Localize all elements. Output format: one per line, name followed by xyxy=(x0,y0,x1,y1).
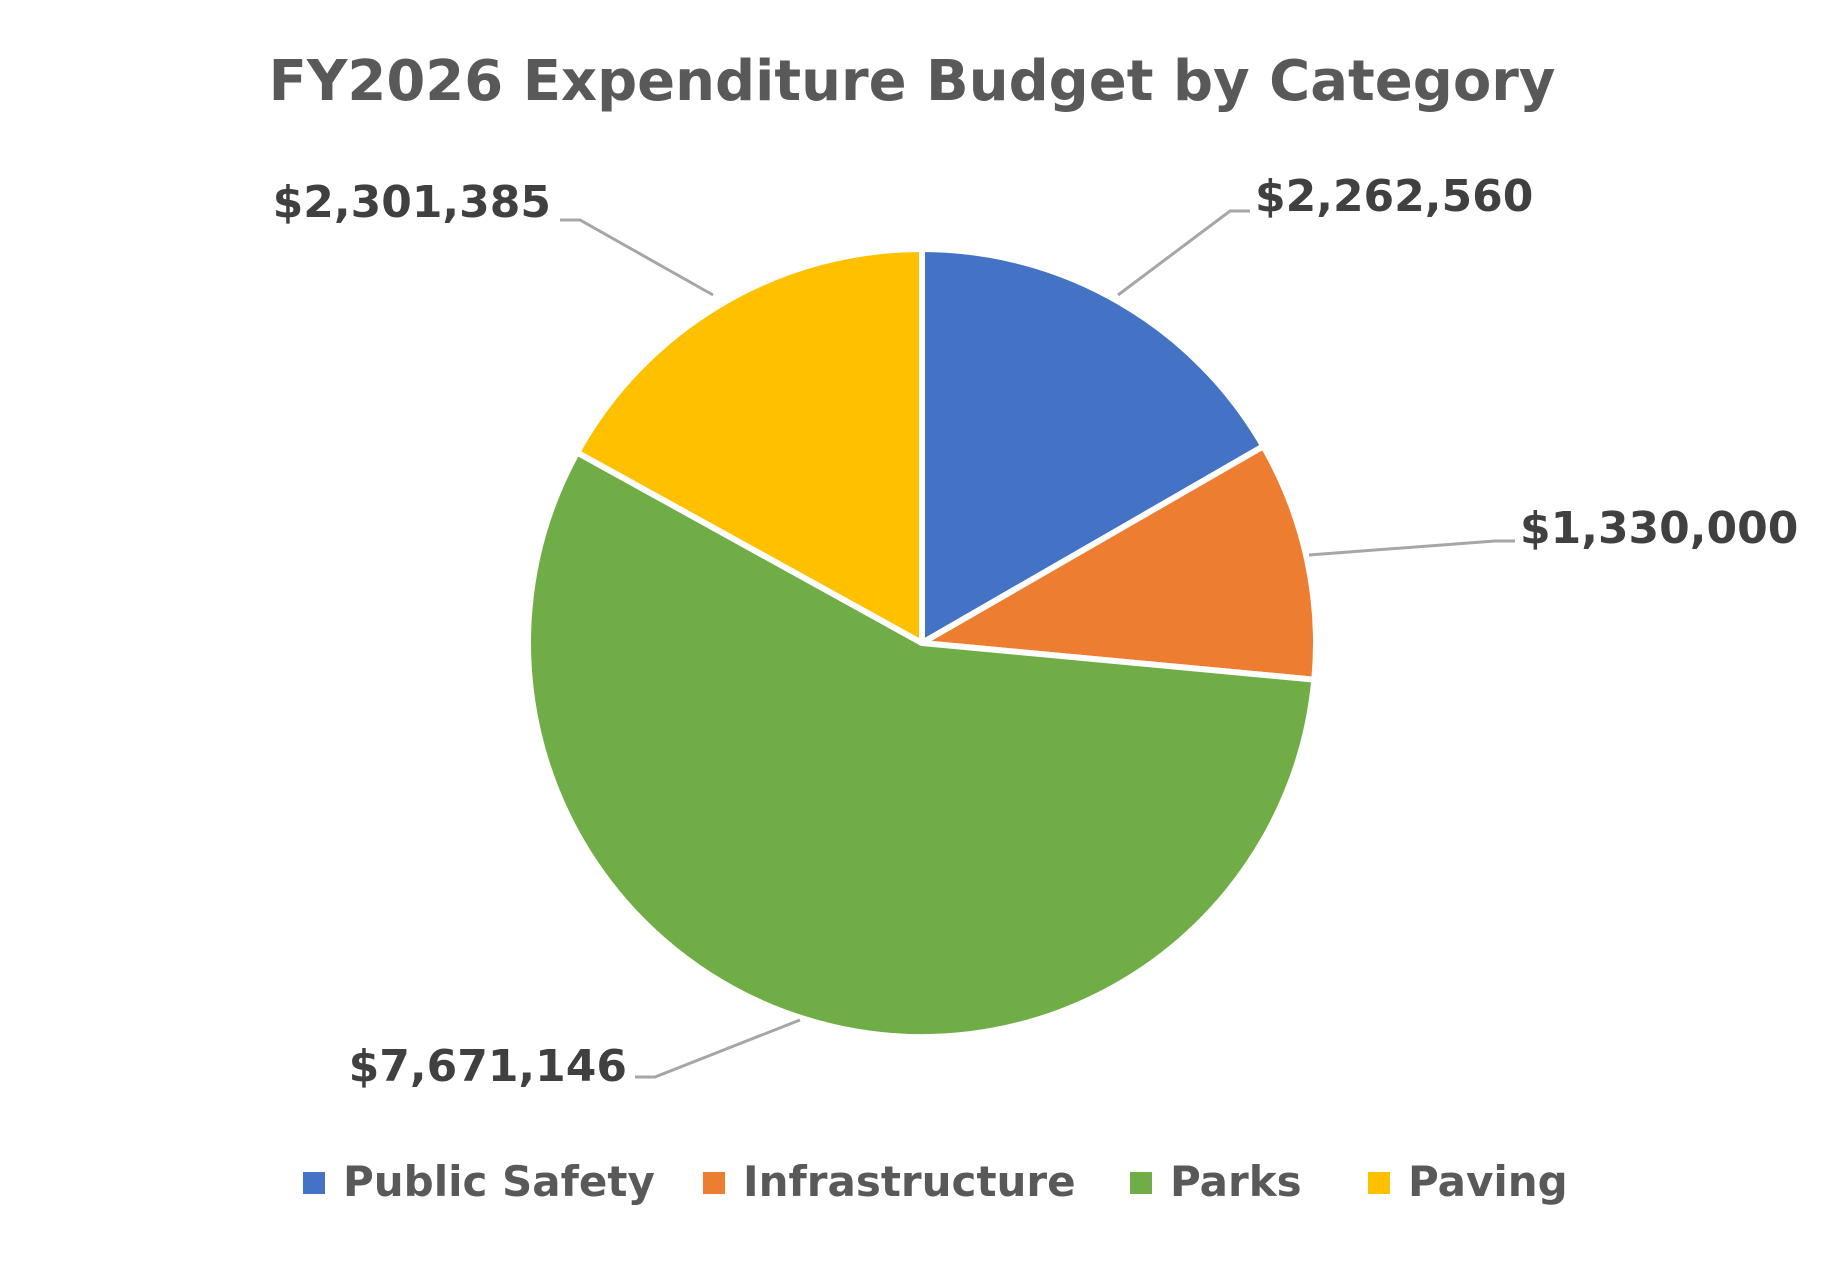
pie-slice-infrastructure xyxy=(919,443,1319,683)
data-label-paving: $2,301,385 xyxy=(273,177,551,228)
legend: Public Safety Infrastructure Parks Paving xyxy=(303,1157,1568,1206)
legend-item-public-safety: Public Safety xyxy=(303,1157,655,1206)
pie-slices xyxy=(525,246,1319,1040)
data-label-infrastructure: $1,330,000 xyxy=(1520,503,1798,554)
pie-slice-paving xyxy=(574,246,925,646)
legend-item-paving: Paving xyxy=(1368,1157,1568,1206)
legend-swatch-paving xyxy=(1368,1172,1390,1194)
legend-label-parks: Parks xyxy=(1170,1157,1302,1206)
legend-item-parks: Parks xyxy=(1130,1157,1302,1206)
legend-swatch-infrastructure xyxy=(703,1172,725,1194)
leader-line-parks xyxy=(635,1018,801,1079)
data-labels: $2,262,560 $1,330,000 $7,671,146 $2,301,385 xyxy=(273,171,1799,1092)
pie-slice-public-safety xyxy=(919,246,1267,646)
pie-slice-parks xyxy=(525,449,1318,1040)
legend-swatch-public-safety xyxy=(303,1172,325,1194)
leader-line-public-safety xyxy=(1117,209,1250,297)
leader-line-infrastructure xyxy=(1308,539,1515,557)
chart-title: FY2026 Expenditure Budget by Category xyxy=(269,49,1556,114)
leader-lines xyxy=(560,209,1515,1079)
leader-line-paving xyxy=(560,218,714,297)
data-label-public-safety: $2,262,560 xyxy=(1255,171,1533,222)
legend-label-public-safety: Public Safety xyxy=(343,1157,655,1206)
data-label-parks: $7,671,146 xyxy=(349,1041,627,1092)
legend-item-infrastructure: Infrastructure xyxy=(703,1157,1076,1206)
legend-label-paving: Paving xyxy=(1408,1157,1568,1206)
legend-swatch-parks xyxy=(1130,1172,1152,1194)
legend-label-infrastructure: Infrastructure xyxy=(743,1157,1076,1206)
